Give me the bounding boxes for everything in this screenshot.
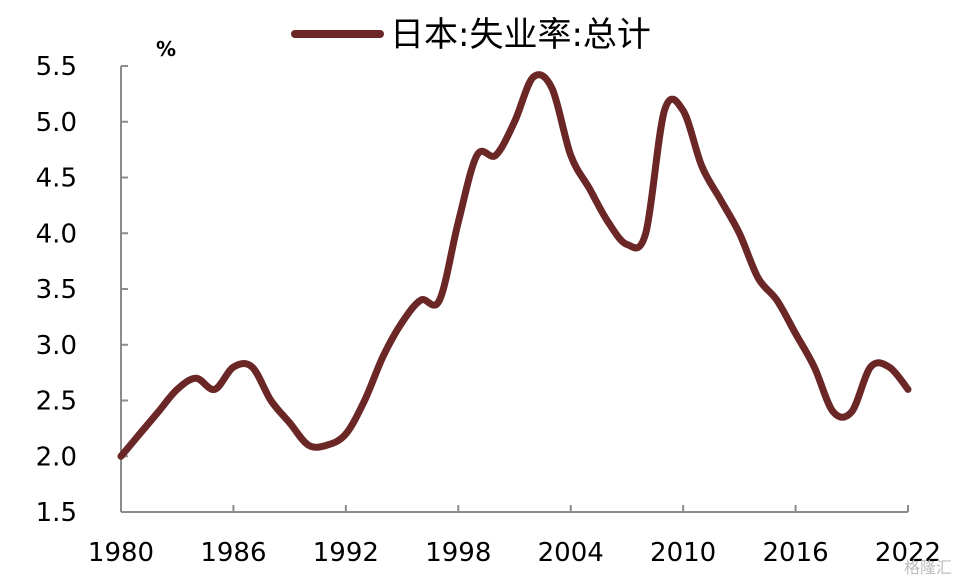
y-tick-label: 2.5	[36, 387, 77, 417]
y-axis-ticks: 1.5 2.0 2.5 3.0 3.5 4.0 4.5 5.0 5.5	[36, 52, 128, 528]
y-tick-label: 2.0	[36, 442, 77, 472]
x-tick-label: 2010	[650, 538, 716, 568]
x-tick-label: 1998	[425, 538, 491, 568]
y-tick-label: 3.0	[36, 331, 77, 361]
x-tick-label: 2016	[762, 538, 828, 568]
y-tick-label: 4.5	[36, 164, 77, 194]
y-tick-label: 4.0	[36, 219, 77, 249]
y-axis-unit: %	[156, 37, 176, 61]
chart-legend: 日本:失业率:总计	[291, 15, 651, 55]
watermark: 格隆汇	[903, 558, 952, 577]
x-tick-label: 1992	[313, 538, 379, 568]
y-tick-label: 5.5	[36, 52, 77, 82]
series-line-unemployment-rate	[117, 71, 912, 460]
x-tick-label: 2022	[875, 538, 941, 568]
x-tick-label: 1980	[88, 538, 154, 568]
y-tick-label: 3.5	[36, 275, 77, 305]
y-tick-label: 5.0	[36, 108, 77, 138]
y-tick-label: 1.5	[36, 498, 77, 528]
x-axis-ticks: 1980 1986 1992 1998 2004 2010 2016 2022	[88, 505, 941, 568]
legend-series-label: 日本:失业率:总计	[390, 15, 651, 55]
x-tick-label: 2004	[538, 538, 604, 568]
x-tick-label: 1986	[200, 538, 266, 568]
